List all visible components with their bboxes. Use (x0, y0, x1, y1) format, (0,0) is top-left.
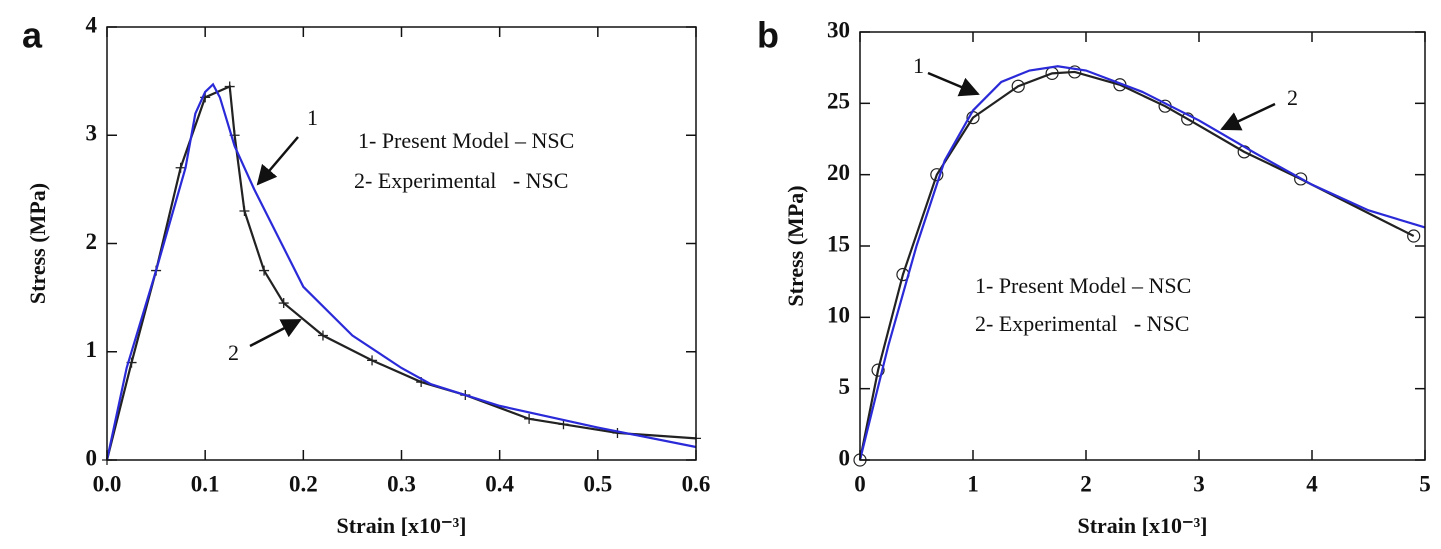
panel-label: b (757, 15, 779, 56)
x-axis-label: Strain [x10⁻³] (1077, 513, 1207, 538)
x-axis-label: Strain [x10⁻³] (336, 513, 466, 538)
arrow (927, 71, 980, 97)
y-tick-label: 0 (86, 445, 98, 470)
y-axis-label: Stress (MPa) (783, 185, 808, 306)
x-tick-label: 0.0 (93, 471, 122, 496)
x-tick-label: 0 (854, 471, 866, 496)
plot-frame (859, 31, 1426, 461)
x-tick-label: 0.6 (682, 471, 711, 496)
arrow (256, 136, 299, 186)
x-tick-label: 0.3 (387, 471, 416, 496)
legend-text: 2- Experimental - NSC (975, 311, 1189, 336)
data-point (871, 363, 885, 377)
y-tick-label: 3 (86, 121, 98, 146)
arrow (249, 318, 302, 348)
curve-label: 1 (307, 105, 318, 130)
x-tick-label: 0.1 (191, 471, 220, 496)
y-tick-label: 10 (827, 303, 850, 328)
series-line (858, 70, 1415, 461)
legend-text: 2- Experimental - NSC (354, 168, 568, 193)
data-point (930, 168, 944, 182)
panel-label: a (22, 15, 43, 56)
y-tick-label: 30 (827, 17, 850, 42)
x-tick-label: 2 (1080, 471, 1092, 496)
y-tick-label: 25 (827, 89, 850, 114)
plot-frame (106, 26, 697, 461)
arrow (1220, 102, 1276, 131)
series-line (858, 65, 1426, 461)
y-tick-label: 20 (827, 160, 850, 185)
data-point (1181, 112, 1195, 126)
y-tick-label: 15 (827, 231, 850, 256)
series-line (105, 82, 697, 461)
arrows (249, 71, 1276, 348)
x-tick-label: 4 (1306, 471, 1318, 496)
series-line (105, 84, 697, 461)
x-tick-label: 0.5 (583, 471, 612, 496)
legend-text: 1- Present Model – NSC (358, 128, 574, 153)
y-tick-label: 1 (86, 337, 98, 362)
curve-label: 2 (228, 340, 239, 365)
data-point (1011, 79, 1025, 93)
y-axis-label: Stress (MPa) (25, 183, 50, 304)
x-tick-label: 5 (1419, 471, 1431, 496)
x-tick-label: 0.4 (485, 471, 514, 496)
curve-label: 1 (913, 53, 924, 78)
x-tick-label: 0.2 (289, 471, 318, 496)
y-tick-label: 2 (86, 229, 98, 254)
legend-text: 1- Present Model – NSC (975, 273, 1191, 298)
data-point (1294, 172, 1308, 186)
x-tick-label: 1 (967, 471, 979, 496)
y-tick-label: 5 (839, 374, 851, 399)
curve-label: 2 (1287, 85, 1298, 110)
data-point (1407, 229, 1421, 243)
x-tick-label: 3 (1193, 471, 1205, 496)
y-tick-label: 0 (839, 445, 851, 470)
y-tick-label: 4 (86, 12, 98, 37)
